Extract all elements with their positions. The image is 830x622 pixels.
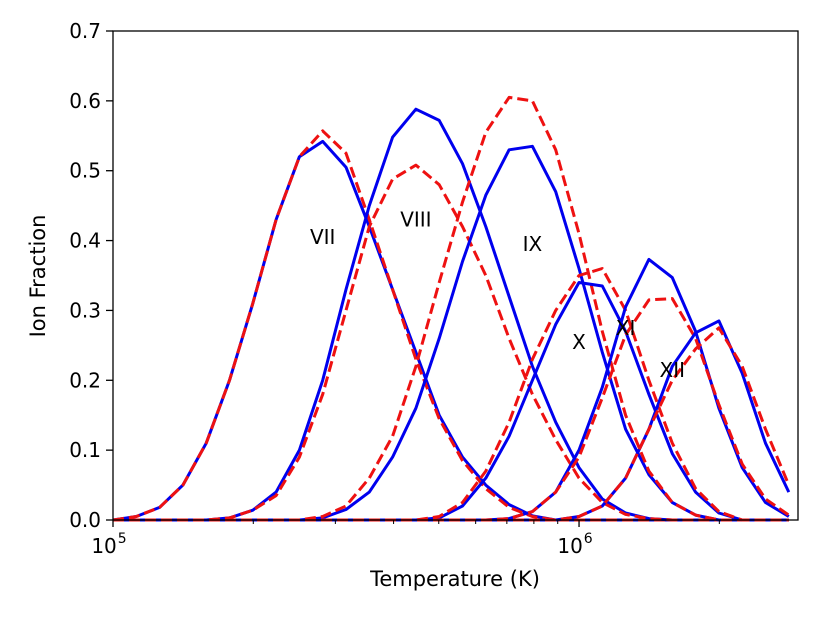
x-tick-label: 106: [557, 531, 592, 558]
annotation-layer: VII VIII IX X XI XII: [310, 208, 685, 382]
series-line-vii-solid: [112, 139, 789, 522]
series-layer: [112, 95, 791, 522]
series-line-x-dashed: [113, 267, 789, 522]
ion-label-ix: IX: [523, 232, 543, 256]
series-line-xi-dashed: [113, 297, 790, 522]
series-line-ix-dashed: [113, 95, 789, 522]
plot-frame: [112, 30, 799, 521]
y-axis: 0.0 0.1 0.2 0.3 0.4 0.5 0.6 0.7: [69, 19, 113, 532]
y-tick-label: 0.1: [69, 438, 101, 462]
x-axis-label: Temperature (K): [369, 567, 540, 591]
ion-label-xii: XII: [660, 358, 686, 382]
x-tick-label: 105: [91, 531, 126, 558]
ion-label-viii: VIII: [400, 208, 431, 232]
x-axis: 105 106: [91, 520, 720, 558]
series-line-vii-dashed: [112, 129, 789, 522]
ion-label-x: X: [572, 330, 586, 354]
ion-label-xi: XI: [616, 316, 636, 340]
series-line-x-solid: [113, 281, 789, 522]
series-line-ix-solid: [113, 144, 789, 522]
y-tick-label: 0.6: [69, 89, 101, 113]
y-tick-label: 0.3: [69, 298, 101, 322]
y-tick-label: 0.0: [69, 508, 101, 532]
ion-label-vii: VII: [310, 225, 335, 249]
y-tick-label: 0.4: [69, 229, 101, 253]
y-tick-label: 0.5: [69, 159, 101, 183]
y-tick-label: 0.2: [69, 368, 101, 392]
y-tick-label: 0.7: [69, 19, 101, 43]
y-axis-label: Ion Fraction: [26, 215, 50, 338]
